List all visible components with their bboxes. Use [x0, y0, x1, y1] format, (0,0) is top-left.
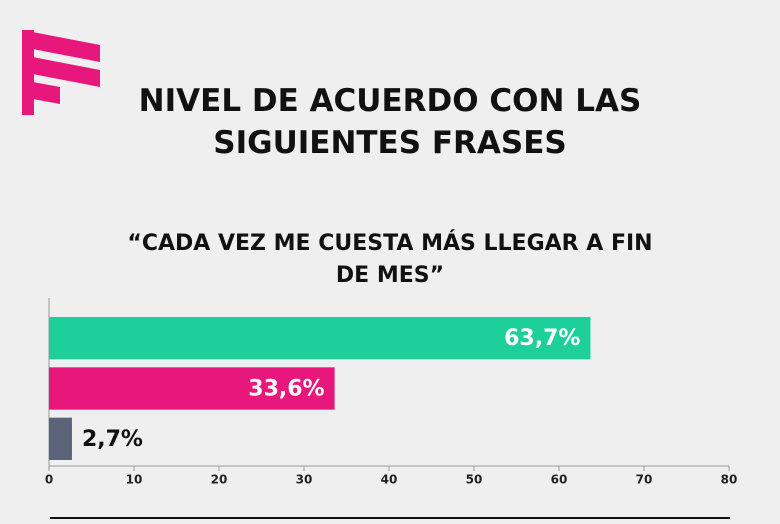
logo: [22, 30, 100, 115]
x-tick-label: 40: [381, 473, 398, 487]
x-tick-label: 50: [466, 473, 483, 487]
bar: [49, 317, 591, 360]
x-tick-label: 0: [45, 473, 53, 487]
x-tick-label: 70: [636, 473, 653, 487]
x-tick-label: 30: [296, 473, 313, 487]
x-tick-label: 80: [721, 473, 738, 487]
bar: [49, 417, 72, 460]
x-tick-label: 20: [211, 473, 228, 487]
bar: [49, 367, 335, 410]
chart-title: NIVEL DE ACUERDO CON LAS SIGUIENTES FRAS…: [138, 83, 642, 161]
x-tick-label: 10: [126, 473, 143, 487]
x-tick-label: 60: [551, 473, 568, 487]
value-label: 63,7%: [504, 326, 580, 351]
value-label: 2,7%: [82, 427, 143, 452]
chart-subtitle: “CADA VEZ ME CUESTA MÁS LLEGAR A FIN DE …: [127, 231, 653, 288]
value-label: 33,6%: [248, 377, 324, 402]
